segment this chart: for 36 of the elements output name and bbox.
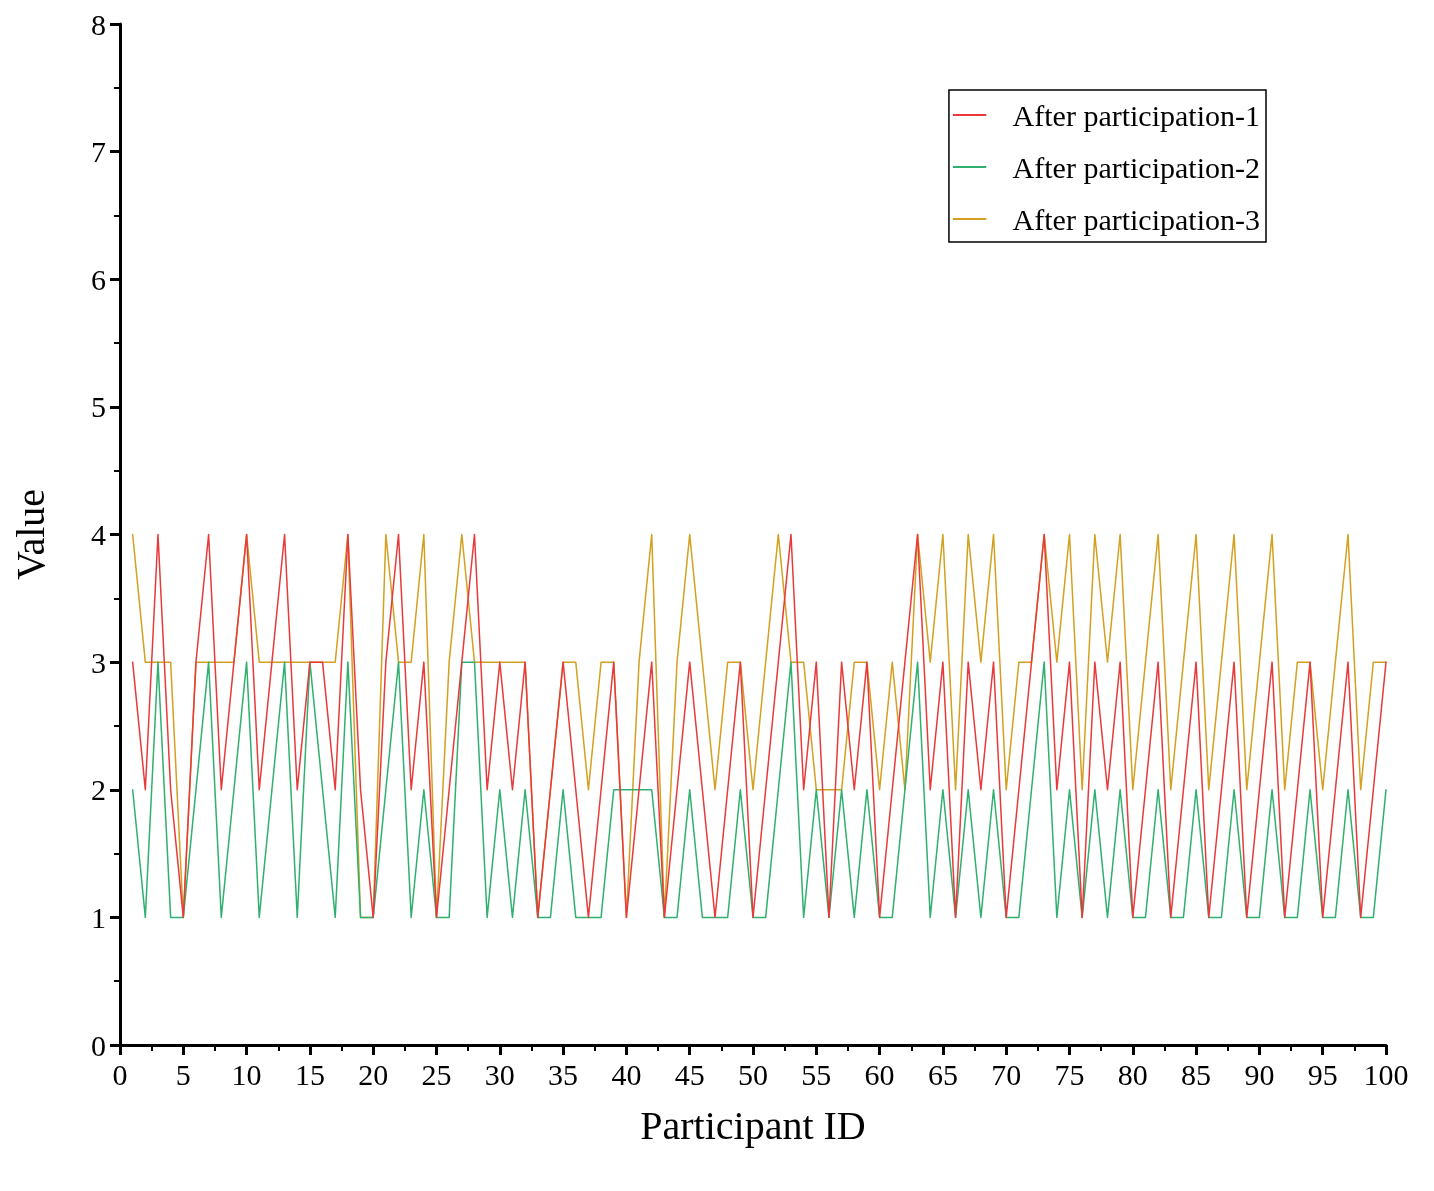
- x-tick-label: 15: [294, 1057, 325, 1091]
- x-tick-label: 70: [991, 1057, 1022, 1091]
- x-tick-label: 75: [1054, 1057, 1085, 1091]
- legend-label: After participation-3: [1012, 202, 1261, 236]
- x-tick-label: 90: [1244, 1057, 1275, 1091]
- x-tick-label: 95: [1307, 1057, 1338, 1091]
- x-tick-label: 10: [231, 1057, 262, 1091]
- x-tick-label: 85: [1181, 1057, 1212, 1091]
- x-tick-label: 5: [175, 1057, 191, 1091]
- y-tick-label: 1: [91, 900, 106, 934]
- y-tick-label: 6: [91, 262, 106, 296]
- x-tick-label: 40: [611, 1057, 642, 1091]
- x-tick-label: 30: [484, 1057, 515, 1091]
- x-tick-label: 80: [1117, 1057, 1148, 1091]
- y-tick-label: 2: [91, 773, 106, 807]
- x-axis-title: Participant ID: [640, 1102, 866, 1148]
- y-tick-label: 3: [91, 645, 106, 679]
- x-tick-label: 25: [421, 1057, 452, 1091]
- y-tick-label: 4: [91, 518, 106, 551]
- x-tick-label: 0: [112, 1057, 128, 1091]
- x-tick-label: 100: [1363, 1057, 1409, 1091]
- x-tick-label: 35: [548, 1057, 579, 1091]
- y-tick-label: 0: [91, 1028, 106, 1062]
- x-tick-label: 60: [864, 1057, 895, 1091]
- x-tick-label: 20: [358, 1057, 389, 1091]
- y-axis-title: Value: [7, 488, 53, 581]
- line-series: [131, 533, 1387, 919]
- x-tick-label: 65: [927, 1057, 958, 1091]
- y-tick-label: 5: [91, 390, 106, 424]
- legend-label: After participation-2: [1012, 150, 1261, 184]
- legend-label: After participation-1: [1012, 98, 1261, 132]
- y-tick-label: 7: [91, 135, 106, 169]
- x-tick-label: 55: [801, 1057, 832, 1091]
- x-tick-label: 50: [738, 1057, 768, 1091]
- y-tick-label: 8: [91, 7, 106, 41]
- x-tick-label: 45: [674, 1057, 705, 1091]
